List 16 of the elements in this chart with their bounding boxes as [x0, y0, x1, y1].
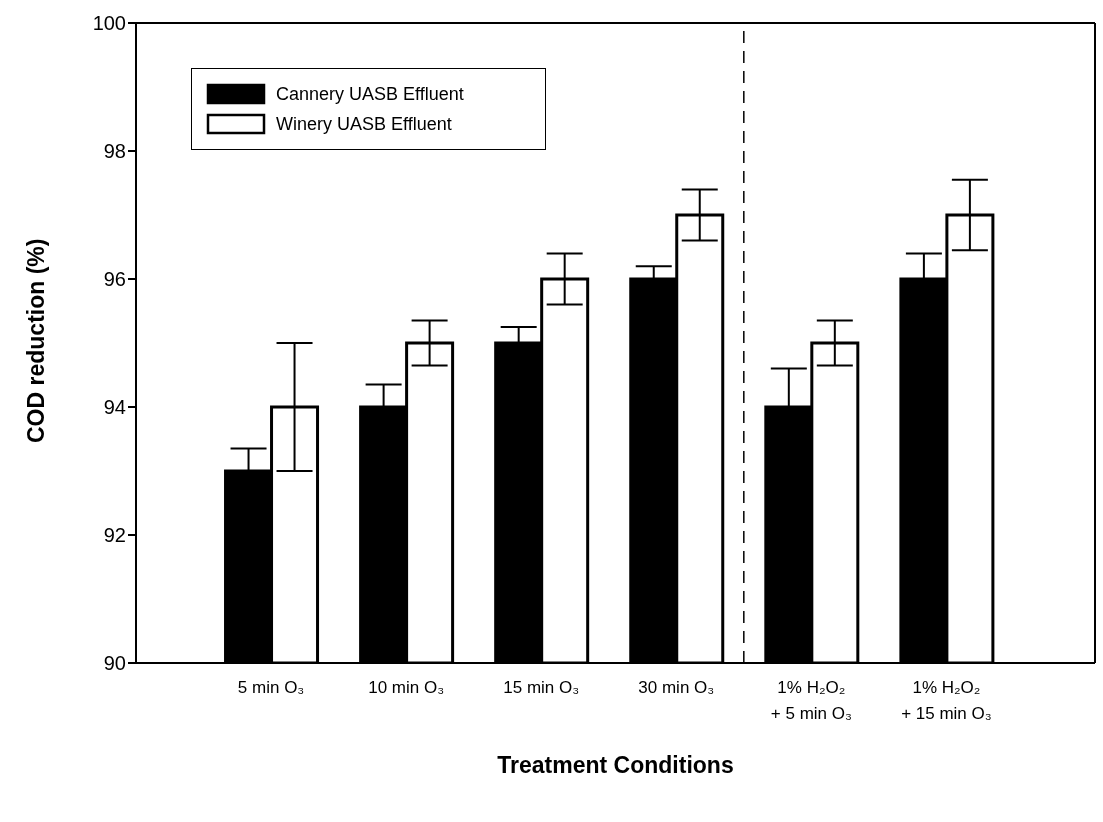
x-tick-label: 5 min O₃ — [237, 678, 305, 697]
x-axis-title: Treatment Conditions — [497, 752, 734, 778]
y-axis-title: COD reduction (%) — [23, 238, 50, 443]
y-tick-label: 92 — [103, 524, 126, 547]
y-tick-label: 96 — [103, 268, 126, 291]
x-tick-label: 15 min O₃ — [503, 678, 580, 697]
legend-label: Winery UASB Effluent — [276, 113, 452, 135]
x-tick-label: 30 min O₃ — [638, 678, 715, 697]
y-tick-label: 100 — [92, 12, 126, 35]
y-tick-label: 90 — [103, 652, 126, 675]
legend-label: Cannery UASB Effluent — [276, 83, 464, 105]
y-tick-label: 94 — [103, 396, 126, 419]
x-tick-label: 1% H₂O₂ + 5 min O₃ — [770, 678, 852, 723]
x-tick-label: 1% H₂O₂ + 15 min O₃ — [901, 678, 992, 723]
x-tick-label: 10 min O₃ — [368, 678, 445, 697]
y-tick-label: 98 — [103, 140, 126, 163]
